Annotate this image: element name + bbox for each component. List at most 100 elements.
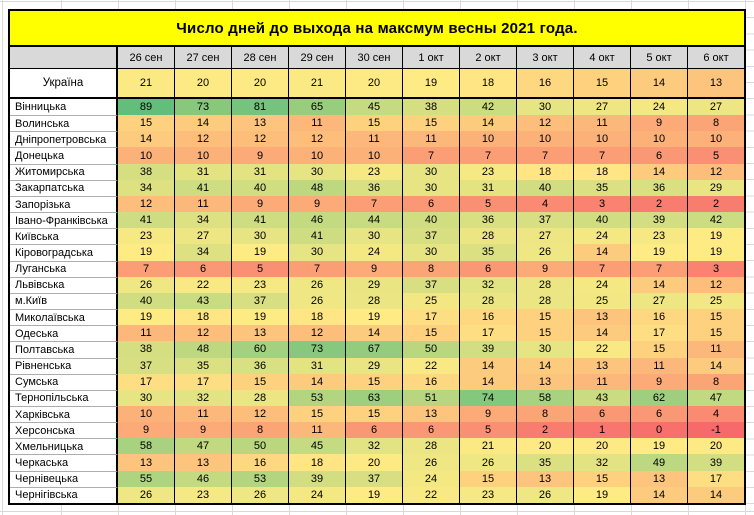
value-cell[interactable]: 29 bbox=[345, 357, 402, 374]
value-cell[interactable]: 6 bbox=[345, 422, 402, 439]
value-cell[interactable]: 21 bbox=[459, 438, 516, 455]
value-cell[interactable]: 9 bbox=[630, 115, 687, 132]
value-cell[interactable]: 37 bbox=[345, 470, 402, 487]
value-cell[interactable]: 18 bbox=[288, 309, 345, 326]
value-cell[interactable]: 14 bbox=[345, 325, 402, 342]
value-cell[interactable]: 26 bbox=[402, 454, 459, 471]
value-cell[interactable]: 7 bbox=[516, 147, 573, 164]
value-cell[interactable]: 17 bbox=[687, 470, 744, 487]
value-cell[interactable]: 6 bbox=[402, 195, 459, 213]
row-label[interactable]: Львівська bbox=[10, 276, 118, 293]
value-cell[interactable]: 55 bbox=[118, 470, 174, 487]
value-cell[interactable]: 6 bbox=[174, 260, 231, 277]
value-cell[interactable]: 10 bbox=[516, 131, 573, 148]
value-cell[interactable]: 22 bbox=[174, 276, 231, 293]
value-cell[interactable]: 14 bbox=[687, 357, 744, 374]
value-cell[interactable]: 7 bbox=[573, 147, 630, 164]
value-cell[interactable]: 25 bbox=[402, 292, 459, 310]
value-cell[interactable]: 14 bbox=[516, 357, 573, 374]
row-label[interactable]: Тернопільська bbox=[10, 389, 118, 406]
value-cell[interactable]: 23 bbox=[118, 228, 174, 245]
value-cell[interactable]: 39 bbox=[288, 470, 345, 487]
value-cell[interactable]: 36 bbox=[345, 179, 402, 196]
value-cell[interactable]: 4 bbox=[516, 195, 573, 213]
value-cell[interactable]: 12 bbox=[174, 131, 231, 148]
value-cell[interactable]: 13 bbox=[231, 115, 288, 132]
value-cell[interactable]: 73 bbox=[174, 99, 231, 116]
value-cell[interactable]: 15 bbox=[516, 325, 573, 342]
value-cell[interactable]: 15 bbox=[459, 470, 516, 487]
value-cell[interactable]: 14 bbox=[630, 163, 687, 180]
value-cell[interactable]: 40 bbox=[231, 179, 288, 196]
value-cell[interactable]: 31 bbox=[174, 163, 231, 180]
row-label[interactable]: Чернігівська bbox=[10, 486, 118, 503]
value-cell[interactable]: 8 bbox=[687, 115, 744, 132]
value-cell[interactable]: 17 bbox=[630, 325, 687, 342]
value-cell[interactable]: -1 bbox=[687, 422, 744, 439]
value-cell[interactable]: 37 bbox=[402, 276, 459, 293]
value-cell[interactable]: 32 bbox=[573, 454, 630, 471]
value-cell[interactable]: 7 bbox=[630, 260, 687, 277]
value-cell[interactable]: 19 bbox=[402, 69, 459, 97]
value-cell[interactable]: 40 bbox=[573, 212, 630, 229]
value-cell[interactable]: 19 bbox=[345, 309, 402, 326]
value-cell[interactable]: 5 bbox=[459, 422, 516, 439]
value-cell[interactable]: 19 bbox=[231, 244, 288, 261]
value-cell[interactable]: 7 bbox=[288, 260, 345, 277]
value-cell[interactable]: 11 bbox=[288, 115, 345, 132]
column-header[interactable]: 1 окт bbox=[402, 47, 459, 68]
value-cell[interactable]: 60 bbox=[231, 341, 288, 358]
value-cell[interactable]: 43 bbox=[573, 389, 630, 406]
value-cell[interactable]: 9 bbox=[231, 147, 288, 164]
value-cell[interactable]: 10 bbox=[345, 147, 402, 164]
value-cell[interactable]: 11 bbox=[687, 341, 744, 358]
value-cell[interactable]: 26 bbox=[288, 292, 345, 310]
value-cell[interactable]: 16 bbox=[630, 309, 687, 326]
value-cell[interactable]: 18 bbox=[573, 163, 630, 180]
value-cell[interactable]: 18 bbox=[174, 309, 231, 326]
value-cell[interactable]: 74 bbox=[459, 389, 516, 406]
value-cell[interactable]: 6 bbox=[402, 422, 459, 439]
value-cell[interactable]: 7 bbox=[459, 147, 516, 164]
value-cell[interactable]: 22 bbox=[402, 486, 459, 503]
value-cell[interactable]: 15 bbox=[345, 115, 402, 132]
column-header[interactable]: 4 окт bbox=[573, 47, 630, 68]
value-cell[interactable]: 48 bbox=[174, 341, 231, 358]
value-cell[interactable]: 20 bbox=[345, 69, 402, 97]
value-cell[interactable]: 51 bbox=[402, 389, 459, 406]
value-cell[interactable]: 0 bbox=[630, 422, 687, 439]
value-cell[interactable]: 17 bbox=[174, 373, 231, 390]
value-cell[interactable]: 3 bbox=[573, 195, 630, 213]
value-cell[interactable]: 42 bbox=[459, 99, 516, 116]
value-cell[interactable]: 34 bbox=[174, 212, 231, 229]
value-cell[interactable]: 35 bbox=[459, 244, 516, 261]
value-cell[interactable]: 9 bbox=[288, 195, 345, 213]
value-cell[interactable]: 6 bbox=[630, 405, 687, 423]
value-cell[interactable]: 13 bbox=[174, 454, 231, 471]
value-cell[interactable]: 41 bbox=[118, 212, 174, 229]
value-cell[interactable]: 25 bbox=[573, 292, 630, 310]
value-cell[interactable]: 13 bbox=[687, 69, 744, 97]
value-cell[interactable]: 21 bbox=[118, 69, 174, 97]
value-cell[interactable]: 8 bbox=[402, 260, 459, 277]
value-cell[interactable]: 19 bbox=[573, 486, 630, 503]
value-cell[interactable]: 46 bbox=[288, 212, 345, 229]
row-label[interactable]: м.Київ bbox=[10, 292, 118, 310]
value-cell[interactable]: 58 bbox=[516, 389, 573, 406]
value-cell[interactable]: 24 bbox=[630, 99, 687, 116]
value-cell[interactable]: 34 bbox=[118, 179, 174, 196]
value-cell[interactable]: 26 bbox=[516, 486, 573, 503]
value-cell[interactable]: 34 bbox=[174, 244, 231, 261]
value-cell[interactable]: 23 bbox=[174, 486, 231, 503]
value-cell[interactable]: 19 bbox=[118, 309, 174, 326]
value-cell[interactable]: 28 bbox=[402, 438, 459, 455]
value-cell[interactable]: 21 bbox=[288, 69, 345, 97]
value-cell[interactable]: 23 bbox=[345, 163, 402, 180]
value-cell[interactable]: 42 bbox=[687, 212, 744, 229]
value-cell[interactable]: 27 bbox=[630, 292, 687, 310]
value-cell[interactable]: 30 bbox=[288, 244, 345, 261]
value-cell[interactable]: 53 bbox=[231, 470, 288, 487]
table-title[interactable]: Число дней до выхода на максмум весны 20… bbox=[10, 11, 744, 47]
column-header[interactable]: 28 сен bbox=[231, 47, 288, 68]
value-cell[interactable]: 11 bbox=[630, 357, 687, 374]
